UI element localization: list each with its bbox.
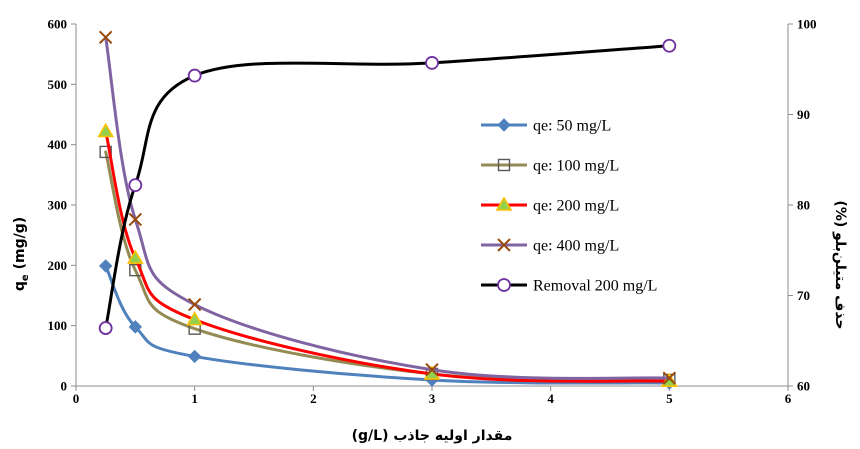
y2-tick-label: 70 <box>797 288 810 303</box>
legend-swatch-marker <box>497 278 511 292</box>
x-tick-label: 0 <box>73 391 80 406</box>
data-point <box>126 249 144 264</box>
data-point <box>662 38 677 53</box>
series-line <box>104 129 671 383</box>
data-point <box>98 259 113 273</box>
legend-swatch-marker <box>495 196 513 211</box>
series-line <box>104 150 671 382</box>
legend-item: qe: 100 mg/L <box>481 158 619 175</box>
data-point <box>98 321 113 335</box>
series-layer <box>97 30 678 390</box>
data-point <box>660 372 678 387</box>
y-tick-label: 0 <box>61 379 68 394</box>
legend-label: Removal 200 mg/L <box>533 278 657 295</box>
series-line <box>104 44 671 330</box>
legend-label: qe: 200 mg/L <box>533 198 619 215</box>
x-tick-label: 4 <box>547 391 554 406</box>
series-line <box>104 35 671 380</box>
y2-tick-label: 100 <box>797 17 817 32</box>
data-point <box>97 122 115 138</box>
legend-item: qe: 200 mg/L <box>481 196 619 215</box>
x-tick-label: 3 <box>429 391 436 406</box>
data-point <box>187 349 202 364</box>
legend: qe: 50 mg/L qe: 100 mg/L qe: 200 mg/L qe: 4… <box>481 118 657 295</box>
x-axis-title: مقدار اولیه جاذب (g/L) <box>352 428 513 444</box>
data-point <box>128 178 143 192</box>
data-point <box>662 371 677 385</box>
legend-label: qe: 100 mg/L <box>533 158 619 175</box>
legend-item: qe: 400 mg/L <box>481 238 619 255</box>
series-3 <box>97 122 678 387</box>
legend-item: Removal 200 mg/L <box>481 278 657 295</box>
series-4 <box>98 30 677 385</box>
y-tick-label: 600 <box>48 17 68 32</box>
y2-axis-title: حذف متیلن‌بلو (%) <box>832 200 848 329</box>
y-tick-label: 500 <box>48 77 68 92</box>
y-tick-label: 400 <box>48 137 68 152</box>
y2-tick-label: 60 <box>797 379 810 394</box>
legend-swatch-marker <box>497 158 511 172</box>
data-point <box>99 145 112 159</box>
data-point <box>425 363 439 377</box>
data-point <box>128 212 143 227</box>
data-point <box>425 56 439 70</box>
legend-label: qe: 400 mg/L <box>533 238 619 255</box>
x-tick-label: 1 <box>191 391 198 406</box>
data-point <box>187 297 202 312</box>
y-tick-label: 200 <box>48 258 68 273</box>
series-5 <box>98 38 677 335</box>
x-tick-label: 6 <box>785 391 792 406</box>
data-point <box>98 30 113 44</box>
legend-swatch-marker <box>497 238 511 252</box>
y-tick-label: 300 <box>48 198 68 213</box>
x-tick-label: 2 <box>310 391 317 406</box>
y-axis-title: qe (mg/g) <box>12 217 31 291</box>
data-point <box>128 320 143 334</box>
y-tick-label: 100 <box>48 318 68 333</box>
y2-tick-label: 90 <box>797 107 810 122</box>
series-2 <box>99 145 676 387</box>
legend-item: qe: 50 mg/L <box>481 118 611 135</box>
series-1 <box>98 259 677 390</box>
legend-label: qe: 50 mg/L <box>533 118 611 135</box>
y2-tick-label: 80 <box>797 198 810 213</box>
legend-swatch-marker <box>497 118 511 132</box>
data-point <box>186 311 204 326</box>
data-point <box>187 68 202 83</box>
x-tick-label: 5 <box>666 391 673 406</box>
